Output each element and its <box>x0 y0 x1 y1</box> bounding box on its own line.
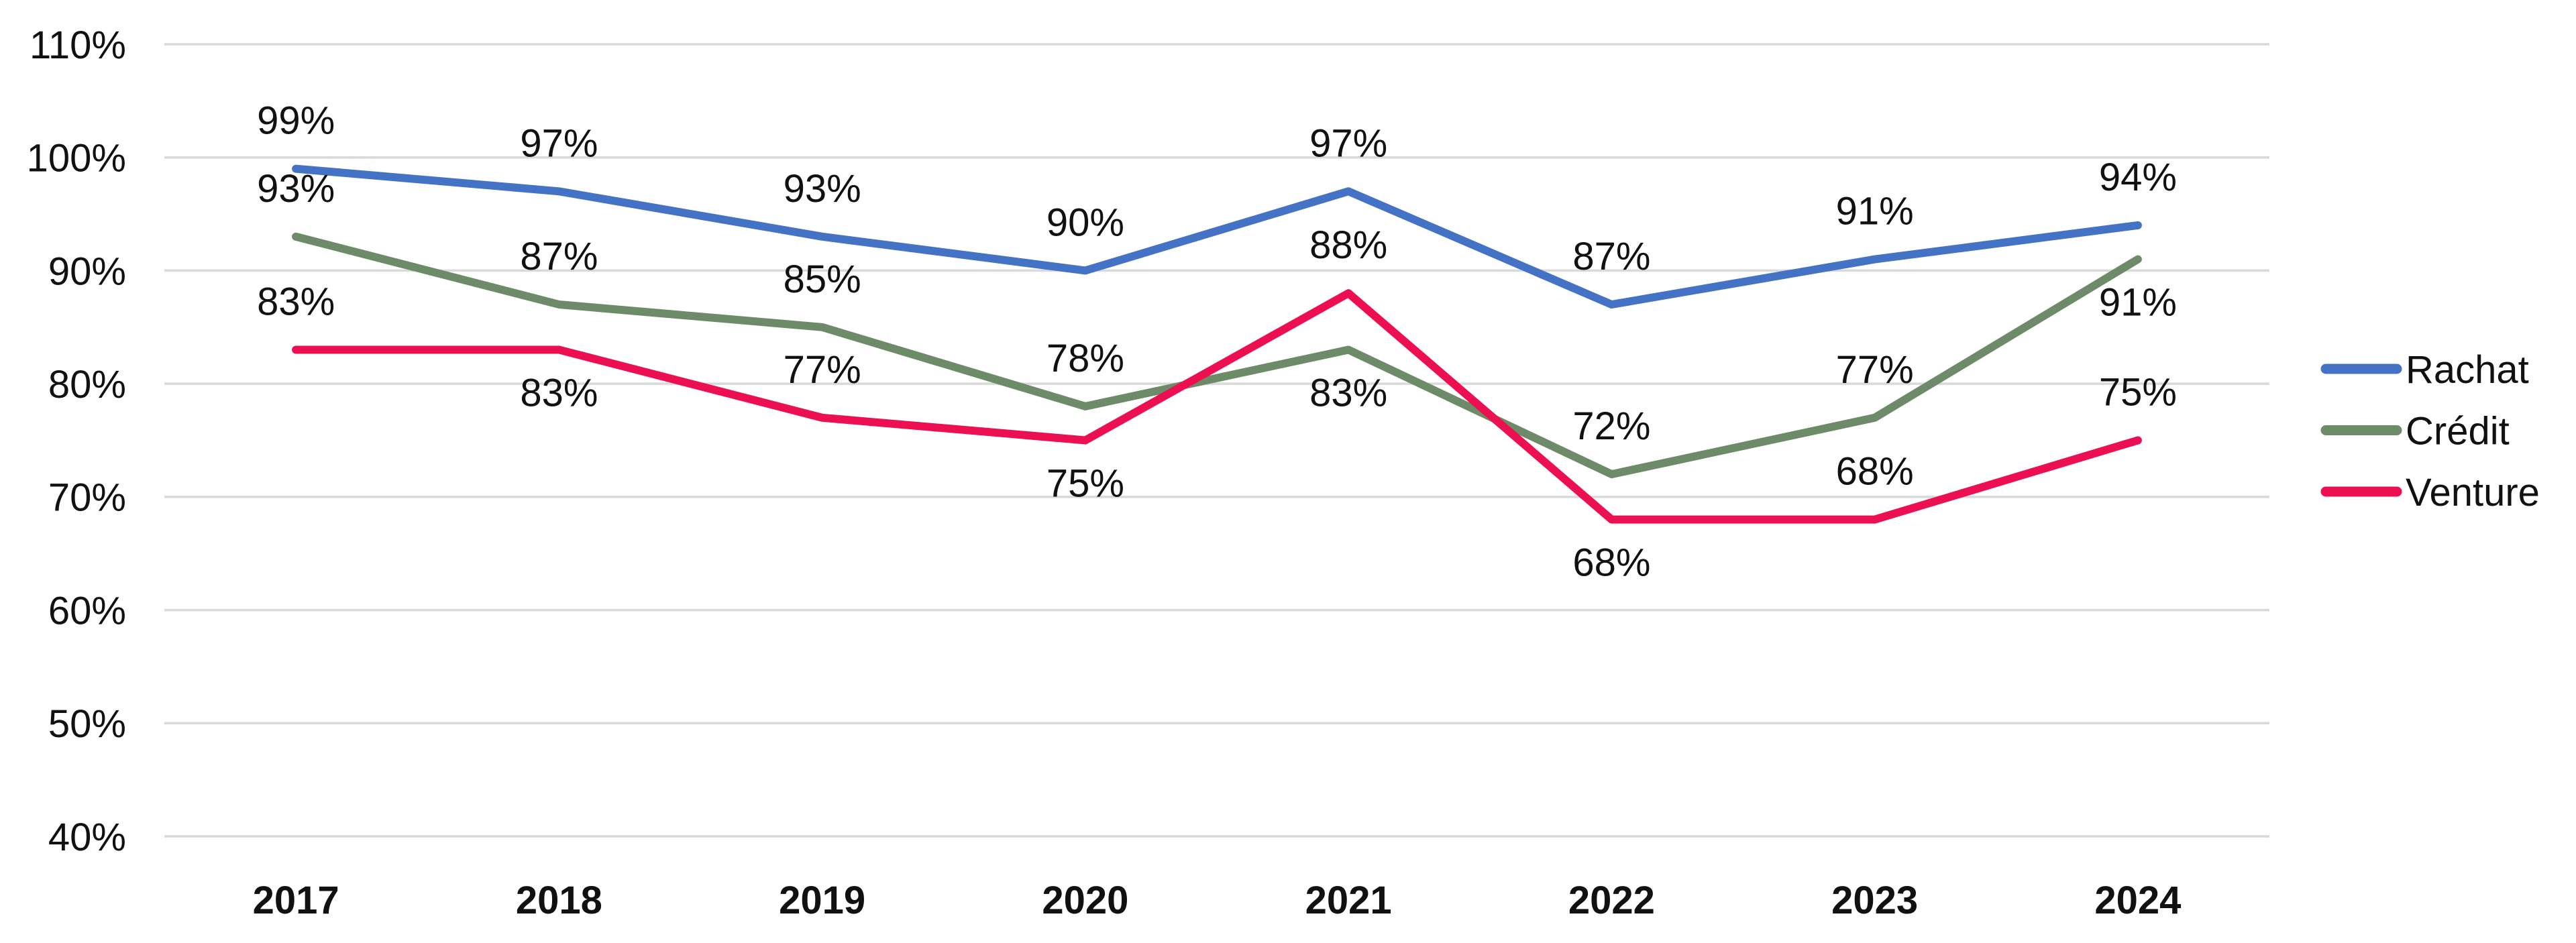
x-tick-label-2024: 2024 <box>2094 879 2181 922</box>
x-tick-label-2022: 2022 <box>1568 879 1655 922</box>
y-tick-label-80: 80% <box>48 363 126 406</box>
x-tick-label-2021: 2021 <box>1305 879 1392 922</box>
data-label-venture-2023: 68% <box>1836 450 1914 494</box>
legend-label-venture: Venture <box>2406 471 2540 514</box>
data-label-venture-2022: 68% <box>1572 541 1650 585</box>
data-label-credit-2019: 85% <box>784 258 861 301</box>
series-line-rachat <box>292 164 2142 309</box>
data-label-rachat-2020: 90% <box>1046 201 1124 244</box>
x-tick-label-2017: 2017 <box>253 879 339 922</box>
x-tick-label-2023: 2023 <box>1831 879 1918 922</box>
data-label-venture-2017: 83% <box>257 280 335 324</box>
x-tick-label-2018: 2018 <box>516 879 602 922</box>
series-line-credit <box>292 232 2142 479</box>
y-tick-label-50: 50% <box>48 702 126 746</box>
data-label-venture-2024: 75% <box>2099 371 2177 414</box>
data-label-venture-2021: 88% <box>1309 223 1387 267</box>
data-label-credit-2022: 72% <box>1572 404 1650 448</box>
y-tick-label-110: 110% <box>30 23 126 67</box>
legend-label-rachat: Rachat <box>2406 348 2529 392</box>
data-label-credit-2020: 78% <box>1046 337 1124 380</box>
y-tick-label-100: 100% <box>27 137 126 180</box>
y-tick-label-60: 60% <box>48 589 126 632</box>
legend-label-credit: Crédit <box>2406 409 2510 453</box>
data-label-rachat-2018: 97% <box>520 121 598 165</box>
y-tick-label-40: 40% <box>48 816 126 859</box>
data-label-rachat-2021: 97% <box>1309 121 1387 165</box>
data-label-rachat-2022: 87% <box>1572 235 1650 278</box>
data-label-credit-2021: 83% <box>1309 372 1387 415</box>
data-label-credit-2017: 93% <box>257 167 335 211</box>
data-label-venture-2018: 83% <box>520 372 598 415</box>
data-label-venture-2020: 75% <box>1046 462 1124 506</box>
series-line-venture <box>292 289 2142 524</box>
legend: Rachat Crédit Venture <box>2320 348 2540 514</box>
data-label-rachat-2024: 94% <box>2099 156 2177 199</box>
legend-item-venture: Venture <box>2320 471 2540 514</box>
data-label-credit-2024: 91% <box>2099 281 2177 325</box>
data-label-rachat-2019: 93% <box>784 167 861 211</box>
y-tick-label-70: 70% <box>48 476 126 520</box>
legend-item-credit: Crédit <box>2320 409 2510 453</box>
data-label-credit-2018: 87% <box>520 235 598 278</box>
y-tick-label-90: 90% <box>48 249 126 293</box>
x-tick-label-2020: 2020 <box>1042 879 1128 922</box>
legend-item-rachat: Rachat <box>2320 348 2529 392</box>
data-label-rachat-2017: 99% <box>257 99 335 143</box>
data-label-rachat-2023: 91% <box>1836 190 1914 233</box>
x-tick-label-2019: 2019 <box>779 879 865 922</box>
data-label-venture-2019: 77% <box>784 348 861 392</box>
data-label-credit-2023: 77% <box>1836 348 1914 392</box>
